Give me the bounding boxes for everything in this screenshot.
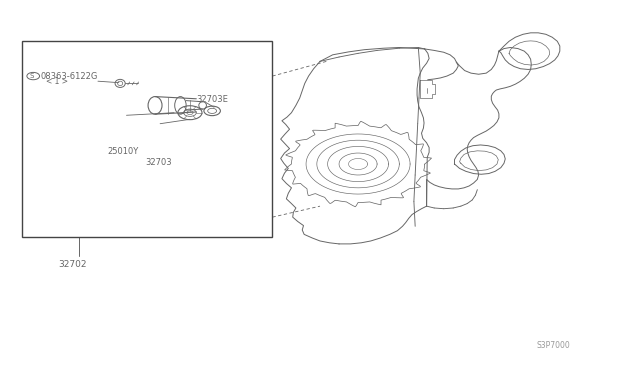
- Text: S3P7000: S3P7000: [537, 341, 571, 350]
- Text: 32703E: 32703E: [196, 95, 228, 105]
- Text: 08363-6122G: 08363-6122G: [41, 71, 98, 81]
- Text: S: S: [30, 73, 34, 79]
- Text: 25010Y: 25010Y: [108, 147, 139, 156]
- Text: < 1 >: < 1 >: [46, 77, 68, 86]
- Text: 32702: 32702: [58, 260, 87, 269]
- Bar: [22, 41, 273, 237]
- Text: 32703: 32703: [145, 158, 172, 167]
